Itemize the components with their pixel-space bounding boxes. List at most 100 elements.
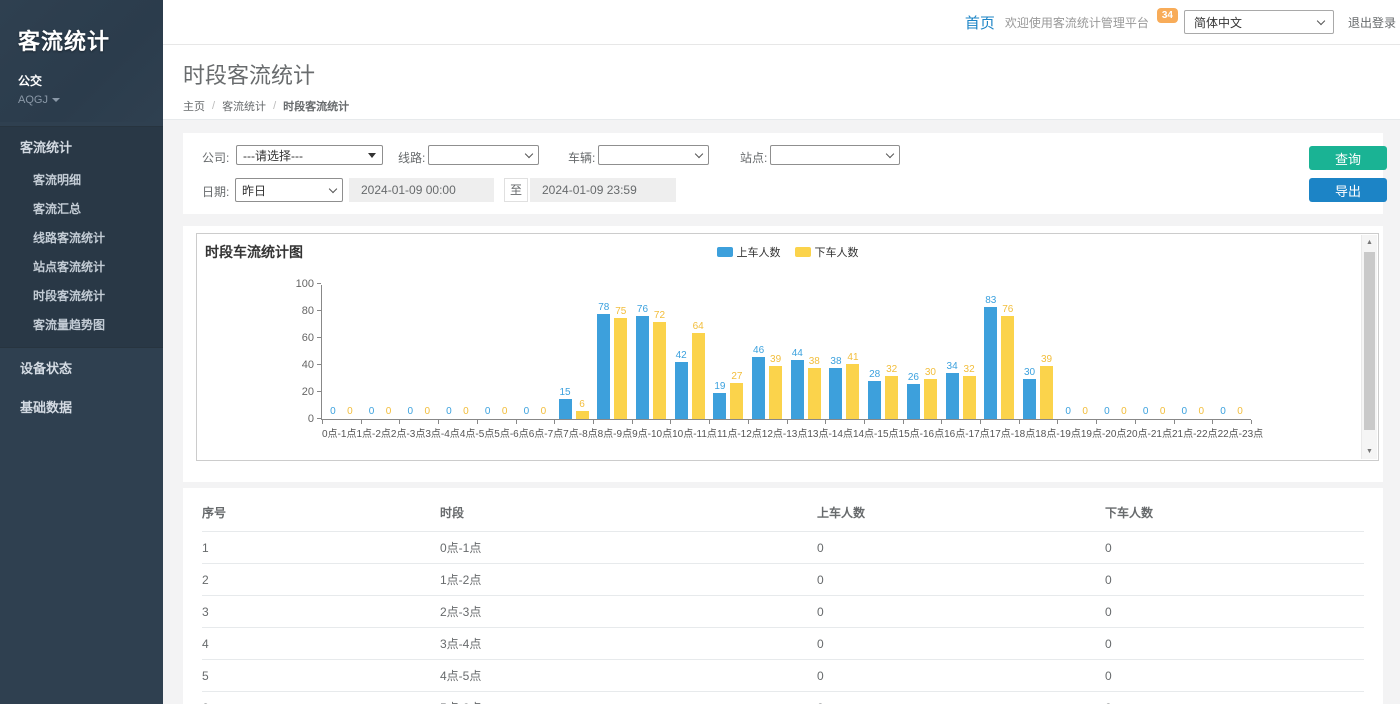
home-link[interactable]: 首页 <box>965 12 995 33</box>
x-axis-label-text: 1点-2点 <box>356 425 390 440</box>
sidebar-subitem[interactable]: 时段客流统计 <box>0 281 163 310</box>
table-header-cell: 序号 <box>202 488 440 532</box>
station-select[interactable] <box>770 145 900 165</box>
date-preset-select[interactable]: 昨日 <box>235 178 343 202</box>
bar[interactable] <box>808 368 821 419</box>
bar-group: 0 <box>498 285 511 419</box>
bar[interactable] <box>907 384 920 419</box>
scrollbar-thumb[interactable] <box>1364 252 1375 430</box>
x-axis-label: 11点-12点 <box>717 425 762 440</box>
query-button[interactable]: 查询 <box>1309 146 1387 170</box>
breadcrumb-item: 时段客流统计 <box>283 98 349 114</box>
breadcrumb-item[interactable]: 主页 <box>183 98 205 114</box>
bar-group: 0 <box>1178 285 1191 419</box>
bar-value-label: 30 <box>1024 367 1035 378</box>
chart-container: 时段车流统计图 上车人数下车人数 02040608010000000000000… <box>196 233 1379 461</box>
x-axis-label-text: 3点-4点 <box>425 425 459 440</box>
chevron-down-icon <box>886 149 894 157</box>
y-axis-tick-label: 60 <box>280 332 314 344</box>
bar[interactable] <box>946 373 959 419</box>
x-axis-label: 20点-21点 <box>1126 425 1172 440</box>
company-select[interactable]: ---请选择--- <box>236 145 383 165</box>
bar[interactable] <box>1023 379 1036 420</box>
bar[interactable] <box>868 381 881 419</box>
breadcrumb-item[interactable]: 客流统计 <box>222 98 266 114</box>
bar[interactable] <box>769 366 782 419</box>
table-header-cell: 下车人数 <box>1105 488 1364 532</box>
bar-group: 38 <box>829 285 842 419</box>
sidebar-nav: 客流统计 客流明细客流汇总线路客流统计站点客流统计时段客流统计客流量趋势图 设备… <box>0 126 163 426</box>
table-cell: 1 <box>202 532 440 564</box>
bar-value-label: 38 <box>830 356 841 367</box>
x-axis-tick-mark <box>1251 420 1252 424</box>
bar-value-label: 19 <box>714 381 725 392</box>
scroll-up-icon[interactable]: ▲ <box>1362 235 1377 250</box>
bar[interactable] <box>1040 366 1053 419</box>
date-from-input[interactable]: 2024-01-09 00:00 <box>349 178 494 202</box>
sidebar-item-passenger-stats[interactable]: 客流统计 <box>0 127 163 165</box>
bar[interactable] <box>636 316 649 419</box>
bar[interactable] <box>614 318 627 419</box>
x-axis-label-text: 21点-22点 <box>1172 425 1218 440</box>
bar[interactable] <box>984 307 997 419</box>
sidebar-subitem[interactable]: 站点客流统计 <box>0 252 163 281</box>
bar[interactable] <box>675 362 688 419</box>
bar[interactable] <box>791 360 804 419</box>
bar[interactable] <box>885 376 898 419</box>
bar-value-label: 32 <box>964 364 975 375</box>
bar-group: 0 <box>326 285 339 419</box>
vehicle-select[interactable] <box>598 145 709 165</box>
bar-group: 72 <box>653 285 666 419</box>
bar[interactable] <box>713 393 726 419</box>
x-axis-tick-mark <box>1174 420 1175 424</box>
legend-swatch <box>717 247 733 257</box>
bar-group: 34 <box>946 285 959 419</box>
bar[interactable] <box>559 399 572 419</box>
language-select[interactable]: 简体中文 <box>1184 10 1334 34</box>
bar[interactable] <box>692 333 705 419</box>
sidebar-subitem[interactable]: 客流明细 <box>0 165 163 194</box>
bar-group: 27 <box>730 285 743 419</box>
export-button[interactable]: 导出 <box>1309 178 1387 202</box>
bar-group: 39 <box>769 285 782 419</box>
sidebar-subitem[interactable]: 线路客流统计 <box>0 223 163 252</box>
bar-group: 0 <box>365 285 378 419</box>
bar-group: 0 <box>481 285 494 419</box>
x-axis-tick-mark <box>903 420 904 424</box>
sidebar-subitem[interactable]: 客流量趋势图 <box>0 310 163 339</box>
bar[interactable] <box>752 357 765 419</box>
bar[interactable] <box>1001 316 1014 419</box>
table-cell: 3 <box>202 596 440 628</box>
bar[interactable] <box>730 383 743 419</box>
sidebar-item-base-data[interactable]: 基础数据 <box>0 387 163 426</box>
bar[interactable] <box>846 364 859 419</box>
user-menu[interactable]: AQGJ <box>18 94 145 106</box>
bar-value-label: 78 <box>598 302 609 313</box>
table-cell: 5点-6点 <box>440 692 817 704</box>
scroll-down-icon[interactable]: ▼ <box>1362 444 1377 459</box>
bar-group: 19 <box>713 285 726 419</box>
table-row: 54点-5点00 <box>202 660 1364 692</box>
bar-value-label: 0 <box>1121 406 1127 417</box>
bar-group: 0 <box>520 285 533 419</box>
date-to-input[interactable]: 2024-01-09 23:59 <box>530 178 676 202</box>
sidebar-subitem[interactable]: 客流汇总 <box>0 194 163 223</box>
bar[interactable] <box>924 379 937 420</box>
bar[interactable] <box>576 411 589 419</box>
legend-item[interactable]: 下车人数 <box>795 244 859 260</box>
logout-link[interactable]: 退出登录 <box>1348 14 1396 31</box>
bar-value-label: 0 <box>330 406 336 417</box>
legend-item[interactable]: 上车人数 <box>717 244 781 260</box>
x-axis-tick-mark <box>1057 420 1058 424</box>
bar-value-label: 75 <box>615 306 626 317</box>
bar[interactable] <box>597 314 610 419</box>
chart-scrollbar[interactable]: ▲ ▼ <box>1361 235 1377 459</box>
bar[interactable] <box>829 368 842 419</box>
stats-table: 序号时段上车人数下车人数 10点-1点0021点-2点0032点-3点0043点… <box>202 488 1364 704</box>
line-select[interactable] <box>428 145 539 165</box>
sidebar-item-device-status[interactable]: 设备状态 <box>0 348 163 387</box>
bar[interactable] <box>963 376 976 419</box>
x-axis-tick-mark <box>709 420 710 424</box>
bar[interactable] <box>653 322 666 419</box>
chart-panel: 时段车流统计图 上车人数下车人数 02040608010000000000000… <box>183 226 1383 482</box>
